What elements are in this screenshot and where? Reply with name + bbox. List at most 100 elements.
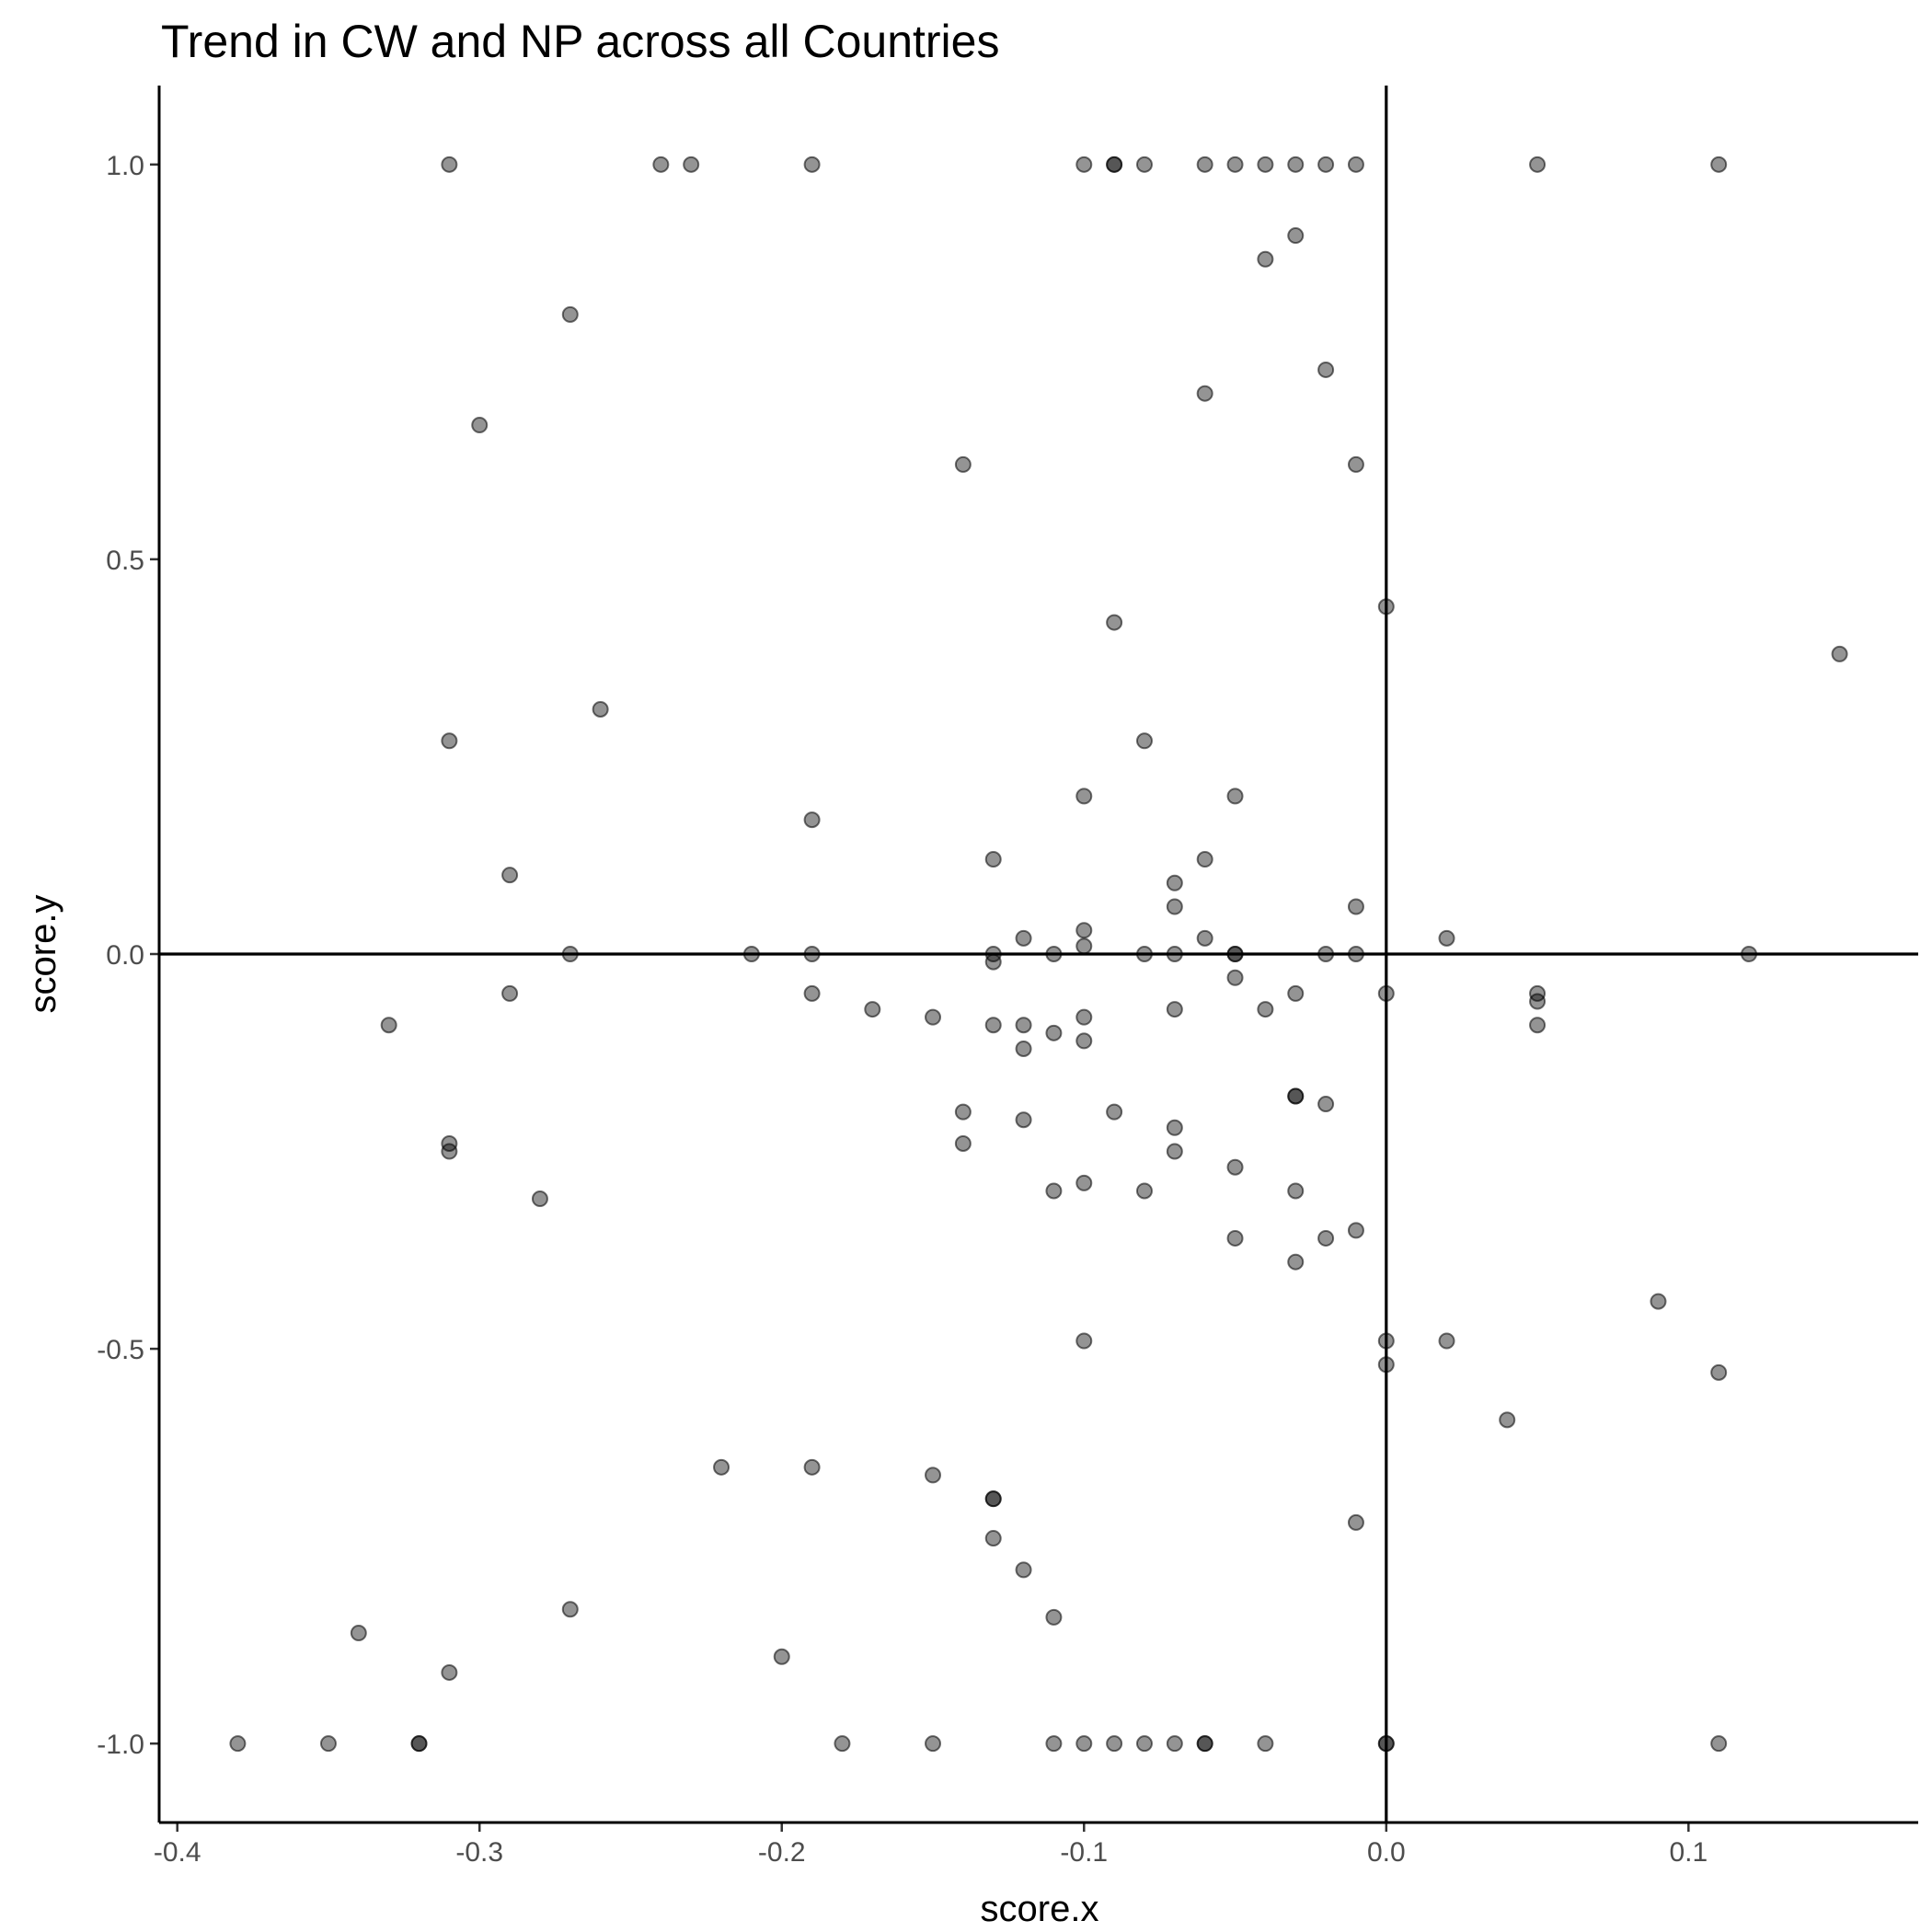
data-point — [1347, 1222, 1364, 1239]
data-point — [1075, 1032, 1093, 1050]
y-tick-label: 0.0 — [106, 940, 144, 971]
data-point — [1075, 1174, 1093, 1191]
data-point — [1257, 1735, 1274, 1753]
data-point — [1226, 1229, 1244, 1247]
data-point — [501, 867, 519, 884]
data-point — [1166, 946, 1183, 962]
data-point — [441, 155, 458, 173]
data-point — [803, 946, 821, 962]
data-point — [441, 1143, 458, 1160]
data-point — [803, 1458, 821, 1476]
data-point — [1317, 361, 1335, 378]
data-point — [1529, 155, 1547, 173]
data-point — [652, 155, 670, 173]
data-point — [1347, 898, 1364, 915]
data-point — [1196, 851, 1213, 868]
x-tick-label: 0.1 — [1669, 1837, 1708, 1868]
data-point — [1075, 1332, 1093, 1350]
data-point — [1045, 1024, 1063, 1041]
data-point — [561, 946, 579, 962]
data-point — [1075, 922, 1093, 939]
data-point — [1135, 155, 1153, 173]
y-tick-label: -1.0 — [97, 1730, 144, 1760]
data-point — [1257, 250, 1274, 268]
data-point — [984, 1017, 1002, 1034]
data-point — [1347, 455, 1364, 473]
y-tick-label: -0.5 — [97, 1335, 144, 1365]
data-point — [1710, 1735, 1728, 1753]
data-point — [1377, 984, 1395, 1002]
data-point — [319, 1735, 337, 1753]
y-axis-ticks: -1.0 -0.5 0.0 0.5 1.0 — [97, 151, 159, 1760]
data-point — [531, 1190, 548, 1208]
data-point — [803, 155, 821, 173]
data-point — [471, 417, 489, 434]
data-point — [1166, 874, 1183, 891]
data-point — [1377, 1356, 1395, 1374]
data-point — [1529, 993, 1547, 1010]
data-point — [1196, 385, 1213, 402]
data-point — [1106, 155, 1123, 173]
data-point — [1499, 1411, 1516, 1429]
data-point — [1015, 1561, 1032, 1579]
data-point — [1166, 898, 1183, 915]
data-point — [1075, 788, 1093, 805]
data-point — [925, 1008, 942, 1026]
data-point — [984, 1490, 1002, 1508]
data-point — [954, 1134, 972, 1152]
data-point — [380, 1017, 397, 1034]
data-point — [1317, 1229, 1335, 1247]
data-point — [1377, 1332, 1395, 1350]
data-point — [1106, 1103, 1123, 1121]
data-point — [1317, 155, 1335, 173]
data-point — [1015, 1111, 1032, 1129]
data-point — [1529, 1017, 1547, 1034]
data-point — [561, 1601, 579, 1618]
x-tick-label: -0.4 — [154, 1837, 201, 1868]
data-point — [1710, 1363, 1728, 1381]
data-point — [1710, 155, 1728, 173]
data-point — [441, 1663, 458, 1681]
x-tick-label: -0.1 — [1060, 1837, 1108, 1868]
data-point — [1226, 155, 1244, 173]
data-point — [984, 1530, 1002, 1547]
x-tick-label: -0.3 — [455, 1837, 503, 1868]
data-point — [1257, 1001, 1274, 1018]
x-axis-label: score.x — [981, 1889, 1099, 1929]
data-point — [1015, 1040, 1032, 1057]
data-point — [561, 305, 579, 323]
data-point — [1135, 946, 1153, 962]
data-point — [1166, 1735, 1183, 1753]
data-point — [1045, 1735, 1063, 1753]
data-point — [803, 984, 821, 1002]
data-point — [1650, 1293, 1667, 1310]
data-point — [925, 1735, 942, 1753]
data-point — [1166, 1143, 1183, 1160]
data-point — [683, 155, 700, 173]
data-point — [1287, 227, 1305, 245]
y-tick-label: 0.5 — [106, 546, 144, 576]
data-point — [1015, 1017, 1032, 1034]
data-point — [1106, 614, 1123, 631]
data-point — [1045, 1608, 1063, 1626]
data-point — [984, 953, 1002, 971]
data-point — [803, 811, 821, 829]
data-point — [1135, 732, 1153, 750]
data-point — [1075, 1735, 1093, 1753]
data-point — [1135, 1735, 1153, 1753]
data-point — [1317, 946, 1335, 962]
data-point — [1166, 1119, 1183, 1136]
data-point — [350, 1625, 367, 1642]
data-point — [1347, 155, 1364, 173]
data-point — [984, 851, 1002, 868]
data-point — [1377, 598, 1395, 615]
data-point — [954, 455, 972, 473]
data-point — [441, 732, 458, 750]
data-point — [1226, 946, 1244, 962]
chart-title: Trend in CW and NP across all Countries — [161, 16, 999, 67]
data-point — [1287, 1253, 1305, 1271]
x-axis-ticks: -0.4 -0.3 -0.2 -0.1 0.0 0.1 — [154, 1823, 1708, 1868]
data-point — [592, 700, 609, 718]
data-point — [501, 984, 519, 1002]
data-point — [713, 1458, 730, 1476]
